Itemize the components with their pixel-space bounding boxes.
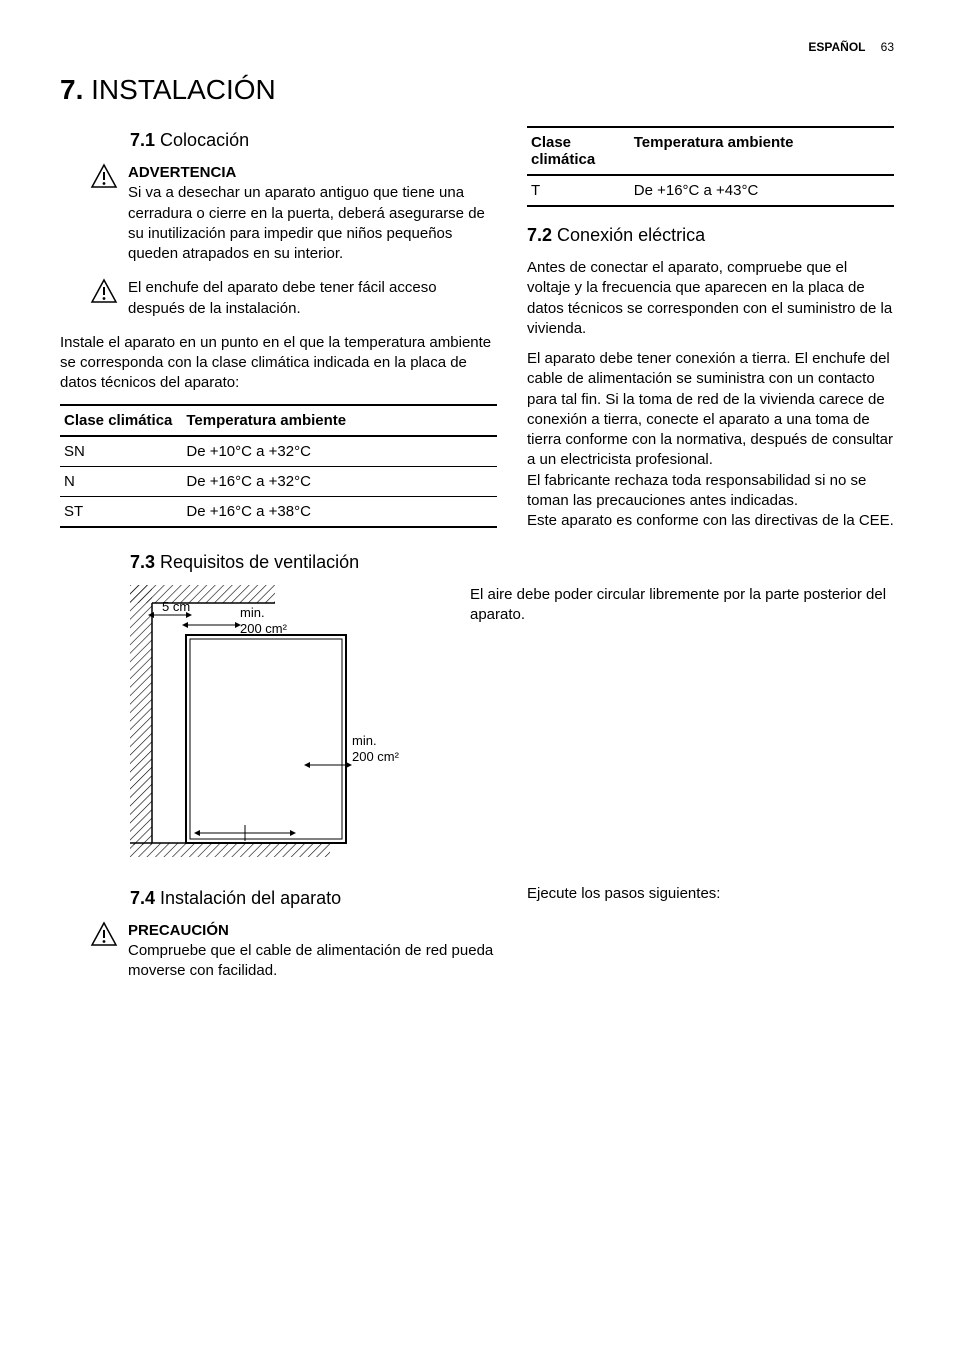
climate-class: T xyxy=(527,175,630,206)
s7-2-p4: Este aparato es conforme con las directi… xyxy=(527,511,894,531)
section-title-text: INSTALACIÓN xyxy=(91,74,276,105)
header-lang: ESPAÑOL xyxy=(808,40,865,54)
warning-icon xyxy=(90,278,118,319)
climate-temp: De +10°C a +32°C xyxy=(182,436,497,467)
table-row: T De +16°C a +43°C xyxy=(527,175,894,206)
climate-temp: De +16°C a +43°C xyxy=(630,175,894,206)
s7-2-p1: Antes de conectar el aparato, compruebe … xyxy=(527,258,894,339)
table-row: N De +16°C a +32°C xyxy=(60,466,497,496)
caution-text: PRECAUCIÓN Compruebe que el cable de ali… xyxy=(128,921,497,982)
subsection-7-2-title: Conexión eléctrica xyxy=(557,225,705,245)
climate-header-temp: Temperatura ambiente xyxy=(630,127,894,175)
section-title: 7. INSTALACIÓN xyxy=(60,74,894,106)
caution-body: Compruebe que el cable de alimentación d… xyxy=(128,942,493,979)
subsection-7-4-title: Instalación del aparato xyxy=(160,888,341,908)
diagram-top-min: min. xyxy=(240,605,265,620)
ventilation-text: El aire debe poder circular libremente p… xyxy=(470,585,894,626)
climate-table-right: Clase climática Temperatura ambiente T D… xyxy=(527,126,894,207)
left-column: 7.1 Colocación ADVERTENCIA Si va a desec… xyxy=(60,126,497,542)
warning-1-body: Si va a desechar un aparato antiguo que … xyxy=(128,184,485,262)
section-7-4: 7.4 Instalación del aparato PRECAUCIÓN C… xyxy=(60,884,894,996)
subsection-7-1-number: 7.1 xyxy=(130,130,155,150)
section-7-3: 7.3 Requisitos de ventilación xyxy=(60,552,894,870)
subsection-7-1: 7.1 Colocación xyxy=(130,130,497,151)
warning-1-lead: ADVERTENCIA xyxy=(128,163,497,183)
warning-1-text: ADVERTENCIA Si va a desechar un aparato … xyxy=(128,163,497,264)
subsection-7-3: 7.3 Requisitos de ventilación xyxy=(130,552,894,573)
climate-header-class: Clase climática xyxy=(527,127,630,175)
page-header: ESPAÑOL 63 xyxy=(60,40,894,54)
colocacion-paragraph: Instale el aparato en un punto en el que… xyxy=(60,333,497,394)
subsection-7-4: 7.4 Instalación del aparato xyxy=(130,888,497,909)
warning-icon xyxy=(90,921,118,982)
climate-class: SN xyxy=(60,436,182,467)
subsection-7-4-number: 7.4 xyxy=(130,888,155,908)
warning-icon xyxy=(90,163,118,264)
caution-block: PRECAUCIÓN Compruebe que el cable de ali… xyxy=(90,921,497,982)
diagram-top-area: 200 cm² xyxy=(240,621,288,636)
warning-block-2: El enchufe del aparato debe tener fácil … xyxy=(90,278,497,319)
ventilation-diagram: 5 cm min. 200 cm² min. 200 cm² xyxy=(60,585,440,870)
subsection-7-3-number: 7.3 xyxy=(130,552,155,572)
subsection-7-1-title: Colocación xyxy=(160,130,249,150)
climate-class: ST xyxy=(60,496,182,527)
subsection-7-2: 7.2 Conexión eléctrica xyxy=(527,225,894,246)
install-left: 7.4 Instalación del aparato PRECAUCIÓN C… xyxy=(60,884,497,996)
warning-2-text: El enchufe del aparato debe tener fácil … xyxy=(128,278,497,319)
diagram-side-min: min. xyxy=(352,733,377,748)
two-column-layout: 7.1 Colocación ADVERTENCIA Si va a desec… xyxy=(60,126,894,542)
diagram-side-area: 200 cm² xyxy=(352,749,400,764)
table-row: SN De +10°C a +32°C xyxy=(60,436,497,467)
s7-2-p3: El fabricante rechaza toda responsabilid… xyxy=(527,471,894,512)
ventilation-row: 5 cm min. 200 cm² min. 200 cm² El aire d… xyxy=(60,585,894,870)
warning-block-1: ADVERTENCIA Si va a desechar un aparato … xyxy=(90,163,497,264)
diagram-gap-label: 5 cm xyxy=(162,599,190,614)
table-row: ST De +16°C a +38°C xyxy=(60,496,497,527)
subsection-7-2-number: 7.2 xyxy=(527,225,552,245)
climate-header-temp: Temperatura ambiente xyxy=(182,405,497,436)
climate-temp: De +16°C a +32°C xyxy=(182,466,497,496)
install-right: Ejecute los pasos siguientes: xyxy=(527,884,894,904)
climate-class: N xyxy=(60,466,182,496)
caution-lead: PRECAUCIÓN xyxy=(128,921,497,941)
warning-2-body: El enchufe del aparato debe tener fácil … xyxy=(128,279,437,316)
right-column: Clase climática Temperatura ambiente T D… xyxy=(527,126,894,542)
climate-temp: De +16°C a +38°C xyxy=(182,496,497,527)
section-number: 7. xyxy=(60,74,83,105)
subsection-7-3-title: Requisitos de ventilación xyxy=(160,552,359,572)
page-number: 63 xyxy=(881,40,894,54)
climate-header-class: Clase climática xyxy=(60,405,182,436)
climate-table-left: Clase climática Temperatura ambiente SN … xyxy=(60,404,497,528)
s7-2-p2: El aparato debe tener conexión a tierra.… xyxy=(527,349,894,471)
